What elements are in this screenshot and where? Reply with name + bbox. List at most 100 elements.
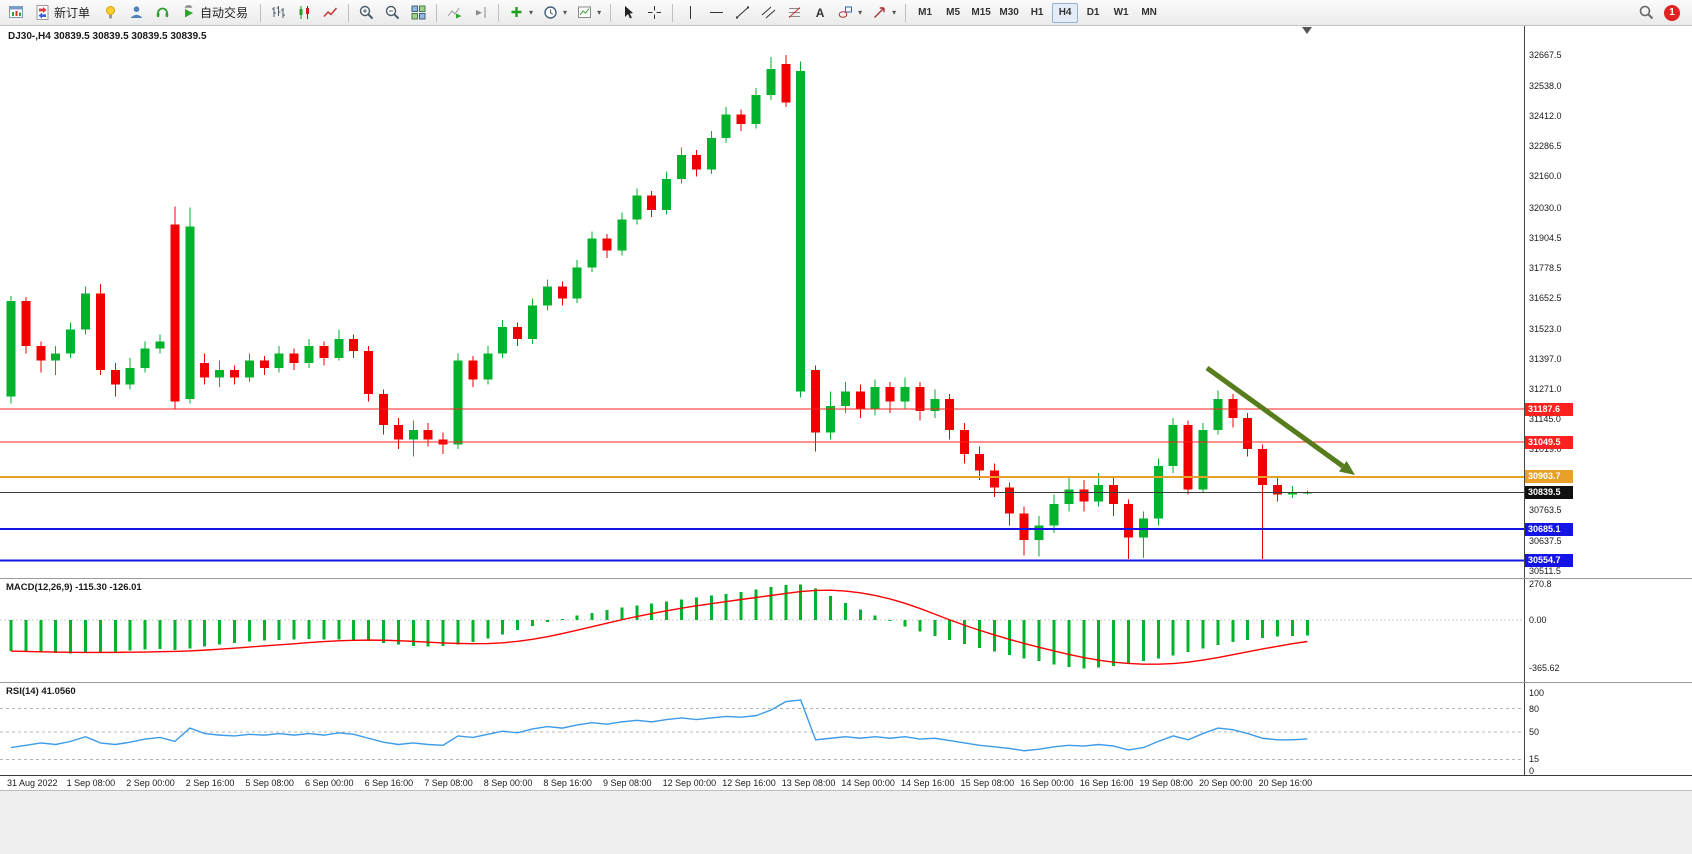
toolbar-separator [610, 3, 612, 22]
auto-trading-button[interactable]: 自动交易 [176, 2, 255, 24]
zoom-in-icon [359, 5, 374, 20]
tile-windows-icon [411, 5, 426, 20]
price-tick: 31652.5 [1529, 292, 1562, 303]
macd-panel-plot[interactable] [0, 578, 1524, 682]
time-label: 6 Sep 00:00 [305, 778, 354, 788]
trendline-tool-button[interactable] [730, 2, 755, 24]
search-button[interactable] [1634, 2, 1659, 24]
profile-button[interactable] [124, 2, 149, 24]
zoom-out-button[interactable] [380, 2, 405, 24]
time-label: 8 Sep 16:00 [543, 778, 592, 788]
support-button[interactable] [150, 2, 175, 24]
line-chart-button[interactable] [318, 2, 343, 24]
timeframe-button-h4[interactable]: H4 [1052, 2, 1079, 23]
horizontal-line-tool-button[interactable] [704, 2, 729, 24]
template-icon [578, 6, 592, 18]
vertical-line-tool-button[interactable] [678, 2, 703, 24]
time-label: 14 Sep 00:00 [841, 778, 895, 788]
price-level-badge: 30685.1 [1525, 522, 1573, 536]
macd-panel-divider[interactable] [0, 578, 1692, 579]
time-label: 5 Sep 08:00 [245, 778, 294, 788]
macd-label: MACD(12,26,9) -115.30 -126.01 [6, 582, 142, 593]
indicators-button[interactable]: ▾ [504, 2, 537, 24]
rsi-tick: 50 [1529, 727, 1540, 737]
auto-scroll-button[interactable] [442, 2, 467, 24]
price-level-badge: 30839.5 [1525, 485, 1573, 499]
main-toolbar: 新订单 自动交易 [0, 0, 1692, 26]
price-tick: 30637.5 [1529, 535, 1562, 546]
new-order-button[interactable]: 新订单 [30, 2, 97, 24]
fibonacci-icon [788, 7, 801, 18]
timeframe-button-m1[interactable]: M1 [912, 3, 938, 23]
text-tool-icon: A [815, 5, 825, 20]
notification-badge[interactable]: 1 [1664, 4, 1680, 21]
price-level-badge: 31049.5 [1525, 435, 1573, 449]
zoom-out-icon [385, 5, 400, 20]
search-icon [1639, 5, 1654, 20]
fibonacci-tool-button[interactable] [782, 2, 807, 24]
price-axis[interactable]: 32667.5 32538.0 32412.0 32286.5 32160.0 32030… [1524, 26, 1692, 776]
templates-button[interactable]: ▾ [572, 2, 605, 24]
price-tick: 32667.5 [1529, 50, 1562, 61]
price-tick: 32538.0 [1529, 81, 1562, 92]
time-axis[interactable]: 31 Aug 2022 1 Sep 08:00 2 Sep 00:00 2 Sep 1… [0, 775, 1692, 790]
timeframe-button-m15[interactable]: M15 [968, 3, 994, 23]
crosshair-button[interactable] [642, 2, 667, 24]
price-level-badge: 30554.7 [1525, 553, 1573, 567]
price-tick: 31271.0 [1529, 384, 1562, 395]
rsi-tick: 80 [1529, 703, 1540, 714]
bulb-button[interactable] [98, 2, 123, 24]
time-label: 6 Sep 16:00 [364, 778, 414, 788]
dropdown-caret-icon: ▾ [892, 8, 897, 17]
horizontal-line-icon [710, 12, 724, 13]
chart-area[interactable]: DJ30-,H4 30839.5 30839.5 30839.5 30839.5… [0, 26, 1692, 790]
timeframe-button-w1[interactable]: W1 [1108, 3, 1134, 23]
price-tick: 31904.5 [1529, 232, 1562, 243]
cursor-button[interactable] [616, 2, 641, 24]
price-tick: 32286.5 [1529, 141, 1562, 152]
rsi-panel-divider[interactable] [0, 682, 1692, 683]
zoom-in-button[interactable] [354, 2, 379, 24]
candlestick-chart-button[interactable] [292, 2, 317, 24]
text-tool-button[interactable]: A [808, 2, 832, 24]
toolbar-separator [905, 3, 907, 22]
chart-shift-button[interactable] [468, 2, 493, 24]
bar-chart-button[interactable] [266, 2, 291, 24]
time-label: 2 Sep 00:00 [126, 778, 175, 788]
timeframe-button-d1[interactable]: D1 [1080, 3, 1106, 23]
timeframe-button-m5[interactable]: M5 [940, 3, 966, 23]
vertical-line-icon [690, 6, 692, 19]
time-label: 16 Sep 16:00 [1079, 778, 1134, 788]
dropdown-caret-icon: ▾ [529, 8, 534, 17]
arrows-tool-button[interactable]: ▾ [867, 2, 900, 24]
time-label: 1 Sep 08:00 [66, 778, 116, 788]
periods-button[interactable]: ▾ [538, 2, 571, 24]
price-tick: 31523.0 [1529, 323, 1562, 334]
auto-trading-icon [184, 5, 194, 18]
time-label: 12 Sep 00:00 [662, 778, 717, 788]
new-chart-icon [9, 6, 23, 18]
price-tick: 31778.5 [1529, 262, 1562, 273]
time-label: 19 Sep 08:00 [1139, 778, 1193, 788]
symbol-ohlc-label: DJ30-,H4 30839.5 30839.5 30839.5 30839.5 [8, 31, 207, 42]
rsi-panel-plot[interactable] [0, 682, 1524, 775]
time-label: 20 Sep 00:00 [1199, 778, 1253, 788]
timeframe-button-m30[interactable]: M30 [996, 3, 1022, 23]
macd-tick: 0.00 [1529, 615, 1547, 626]
auto-scroll-icon [447, 7, 462, 19]
price-tick: 32030.0 [1529, 202, 1562, 213]
channel-tool-button[interactable] [756, 2, 781, 24]
bulb-icon [106, 6, 116, 19]
timeframe-button-mn[interactable]: MN [1136, 3, 1162, 23]
arrow-tool-icon [874, 7, 885, 18]
shapes-tool-button[interactable]: ▾ [833, 2, 866, 24]
macd-tick: 270.8 [1529, 579, 1552, 590]
tile-windows-button[interactable] [406, 2, 431, 24]
person-icon [130, 6, 143, 18]
new-chart-button[interactable] [4, 2, 29, 24]
price-chart-plot[interactable] [0, 26, 1524, 578]
price-tick: 31019.0 [1529, 444, 1562, 455]
ohlc-bars-icon [272, 6, 286, 18]
price-tick: 31145.0 [1529, 414, 1561, 425]
timeframe-button-h1[interactable]: H1 [1024, 3, 1050, 23]
